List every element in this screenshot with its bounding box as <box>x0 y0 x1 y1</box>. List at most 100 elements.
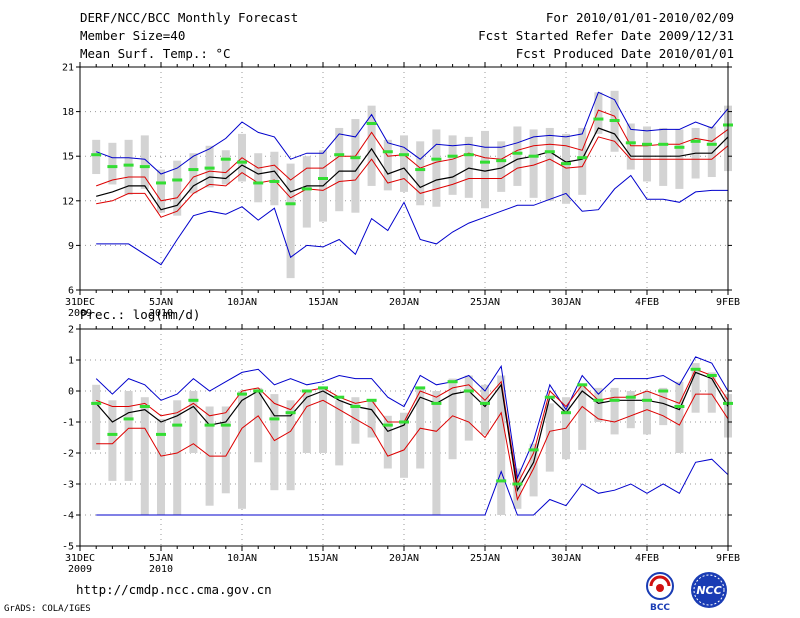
precip-spread-box <box>464 375 473 441</box>
temp-spread-box <box>286 163 295 279</box>
temp-median-mark <box>107 165 118 169</box>
temp-median-mark <box>561 162 571 166</box>
temp-median-mark <box>544 150 555 154</box>
temp-spread-box <box>707 126 716 178</box>
temp-spread-box <box>157 169 165 213</box>
ncc-logo-text: NCC <box>696 584 721 597</box>
temp-x-label: 31DEC <box>65 297 95 308</box>
precip-spread-box <box>173 400 182 515</box>
temp-median-mark <box>512 151 523 155</box>
precip-median-mark <box>690 367 701 371</box>
temp-median-mark <box>480 160 490 164</box>
temp-y-label: 12 <box>62 196 74 207</box>
bcc-logo: BCC <box>646 572 674 612</box>
temp-median-mark <box>496 159 507 163</box>
temp-lower-line <box>96 136 729 218</box>
precipitation-panel-title: Prec.: log(mm/d) <box>80 307 201 322</box>
temp-median-mark <box>690 139 701 143</box>
ncc-logo: NCC <box>691 572 727 608</box>
member-size: Member Size=40 <box>80 28 186 43</box>
temp-median-mark <box>123 163 134 167</box>
temp-spread-box <box>335 127 344 212</box>
precip-median-mark <box>269 417 280 421</box>
temp-spread-box <box>562 133 570 204</box>
temp-spread-box <box>400 135 408 192</box>
precip-spread-box <box>221 406 230 494</box>
website-url[interactable]: http://cmdp.ncc.cma.gov.cn <box>76 582 272 597</box>
temp-x-label: 15JAN <box>308 297 338 308</box>
precip-x-label: 9FEB <box>716 553 740 564</box>
precip-y-label: -4 <box>62 511 74 522</box>
precip-median-mark <box>447 380 458 384</box>
temp-x-label: 30JAN <box>551 297 581 308</box>
temp-x-label: 4FEB <box>635 297 659 308</box>
precip-spread-box <box>529 443 538 497</box>
temp-spread-box <box>659 127 668 186</box>
precip-median-mark <box>318 386 328 390</box>
forecast-period: For 2010/01/01-2010/02/09 <box>545 10 734 25</box>
temp-spread-box <box>578 127 587 195</box>
precip-median-mark <box>399 420 409 424</box>
precip-median-mark <box>512 482 523 486</box>
temp-spread-box <box>351 119 360 213</box>
precip-x-year-label: 2009 <box>68 564 92 575</box>
precip-median-mark <box>301 389 312 393</box>
precip-median-mark <box>253 389 264 393</box>
temp-y-label: 18 <box>62 107 74 118</box>
temp-spread-box <box>221 150 230 185</box>
precip-median-mark <box>674 405 685 408</box>
precip-spread-box <box>545 403 554 472</box>
temp-spread-box <box>432 129 441 207</box>
temp-spread-box <box>367 105 376 186</box>
temp-median-mark <box>674 145 685 149</box>
precip-spread-box <box>270 394 279 491</box>
temp-spread-box <box>481 130 489 209</box>
precip-median-mark <box>285 411 296 415</box>
precip-median-mark <box>156 432 166 436</box>
temp-min-line <box>96 174 729 266</box>
precip-x-label: 15JAN <box>308 553 338 564</box>
temp-median-mark <box>318 177 328 180</box>
temp-spread-box <box>383 139 392 191</box>
precip-y-label: -1 <box>62 418 74 429</box>
precip-spread-box <box>594 387 603 422</box>
precip-spread-box <box>481 384 489 435</box>
precip-x-label: 4FEB <box>635 553 659 564</box>
temp-median-mark <box>463 153 474 157</box>
temp-median-mark <box>706 142 717 146</box>
precip-upper-line <box>96 368 729 486</box>
temp-spread-box <box>173 160 182 216</box>
temp-spread-box <box>545 127 554 201</box>
precip-median-mark <box>350 405 361 408</box>
precip-spread-box <box>335 400 344 466</box>
precip-x-label: 10JAN <box>227 553 257 564</box>
precip-median-mark <box>561 411 571 415</box>
precip-median-mark <box>220 423 231 427</box>
precip-median-mark <box>204 423 215 427</box>
precip-max-line <box>95 356 729 480</box>
temp-spread-box <box>108 142 117 185</box>
precip-x-label: 30JAN <box>551 553 581 564</box>
temp-median-mark <box>609 119 620 123</box>
precip-median-mark <box>609 398 620 402</box>
precip-median-mark <box>91 401 102 405</box>
temp-x-year-label: 2010 <box>149 308 173 319</box>
temperature-panel-title: Mean Surf. Temp.: °C <box>80 46 231 61</box>
temp-median-mark <box>334 153 345 157</box>
precip-median-mark <box>334 395 345 399</box>
precip-median-mark <box>658 389 669 393</box>
forecast-title: DERF/NCC/BCC Monthly Forecast <box>80 10 299 25</box>
precip-x-label: 25JAN <box>470 553 500 564</box>
temp-spread-box <box>626 123 635 170</box>
precip-spread-box <box>643 391 651 435</box>
precip-mean-line <box>95 371 729 492</box>
precip-y-label: -2 <box>62 449 74 460</box>
precip-spread-box <box>367 400 376 438</box>
temp-spread-box <box>643 126 651 182</box>
temp-median-mark <box>431 157 442 161</box>
temp-x-year-label: 2009 <box>68 308 92 319</box>
temp-spread-box <box>254 153 263 203</box>
temp-median-mark <box>528 154 539 158</box>
